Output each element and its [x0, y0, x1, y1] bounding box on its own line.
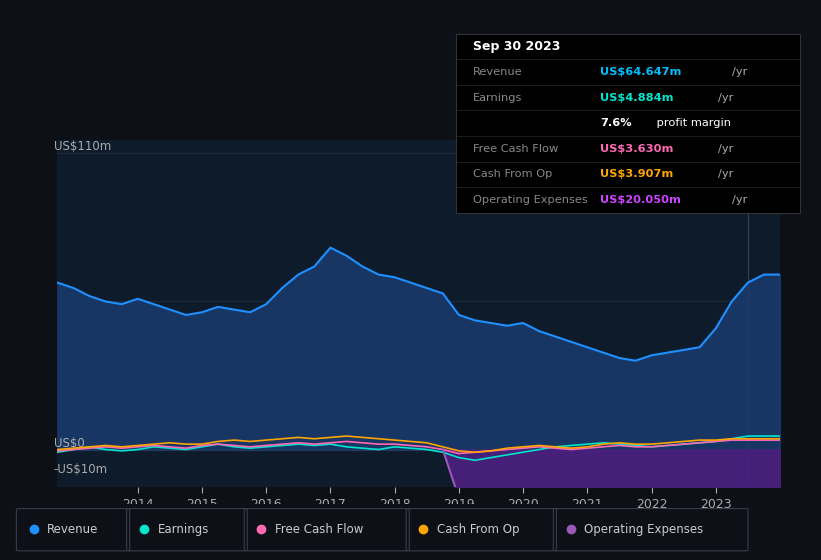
Text: Free Cash Flow: Free Cash Flow	[275, 522, 364, 536]
Text: US$110m: US$110m	[54, 141, 111, 153]
Text: US$20.050m: US$20.050m	[600, 195, 681, 205]
Text: Earnings: Earnings	[158, 522, 209, 536]
Text: Operating Expenses: Operating Expenses	[473, 195, 588, 205]
Text: 7.6%: 7.6%	[600, 118, 632, 128]
Text: /yr: /yr	[718, 170, 734, 179]
Text: US$3.630m: US$3.630m	[600, 144, 674, 154]
Text: Free Cash Flow: Free Cash Flow	[473, 144, 558, 154]
Text: -US$10m: -US$10m	[54, 464, 108, 477]
Text: /yr: /yr	[718, 92, 734, 102]
Text: US$4.884m: US$4.884m	[600, 92, 674, 102]
Text: Cash From Op: Cash From Op	[473, 170, 553, 179]
Text: Sep 30 2023: Sep 30 2023	[473, 40, 560, 53]
Text: US$3.907m: US$3.907m	[600, 170, 674, 179]
Text: Operating Expenses: Operating Expenses	[585, 522, 704, 536]
Text: /yr: /yr	[732, 195, 747, 205]
Text: US$0: US$0	[54, 436, 85, 450]
Text: Revenue: Revenue	[48, 522, 99, 536]
Text: /yr: /yr	[732, 67, 747, 77]
Text: Earnings: Earnings	[473, 92, 522, 102]
Text: Cash From Op: Cash From Op	[437, 522, 520, 536]
Text: profit margin: profit margin	[653, 118, 731, 128]
Text: Revenue: Revenue	[473, 67, 522, 77]
Text: US$64.647m: US$64.647m	[600, 67, 682, 77]
Text: /yr: /yr	[718, 144, 734, 154]
